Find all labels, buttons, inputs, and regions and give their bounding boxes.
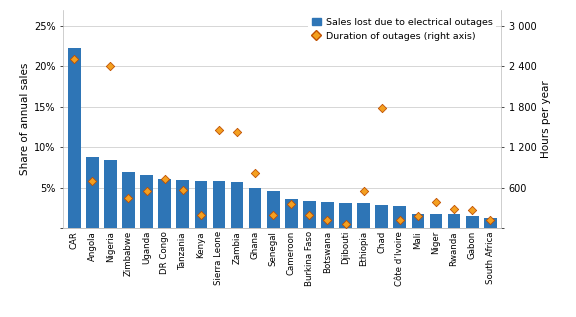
Bar [303, 201, 316, 228]
Bar [195, 181, 207, 228]
Point [414, 214, 423, 219]
Point [305, 212, 314, 217]
Bar [230, 182, 243, 228]
Bar [321, 202, 334, 228]
Bar [430, 215, 442, 228]
Point [431, 199, 441, 204]
Bar [357, 203, 370, 228]
Point [377, 106, 386, 111]
Bar [86, 157, 98, 228]
Bar [448, 215, 460, 228]
Bar [122, 172, 135, 228]
Bar [104, 160, 117, 228]
Legend: Sales lost due to electrical outages, Duration of outages (right axis): Sales lost due to electrical outages, Du… [308, 14, 497, 44]
Point [486, 217, 495, 223]
Bar [466, 216, 479, 228]
Point [70, 57, 79, 62]
Bar [393, 205, 406, 228]
Bar [158, 179, 171, 228]
Bar [68, 49, 81, 228]
Point [323, 217, 332, 223]
Bar [484, 218, 497, 228]
Bar [176, 180, 189, 228]
Bar [140, 175, 153, 228]
Point [449, 206, 458, 211]
Bar [339, 203, 352, 228]
Point [214, 128, 223, 133]
Bar [412, 215, 425, 228]
Point [341, 221, 350, 226]
Point [178, 187, 187, 192]
Point [232, 130, 241, 135]
Point [268, 212, 278, 217]
Bar [285, 199, 298, 228]
Point [124, 195, 133, 200]
Bar [376, 205, 388, 228]
Point [395, 217, 404, 223]
Point [468, 207, 477, 212]
Bar [267, 191, 279, 228]
Point [251, 170, 260, 175]
Point [359, 189, 368, 194]
Bar [213, 181, 225, 228]
Point [287, 201, 296, 206]
Point [196, 212, 206, 217]
Point [106, 64, 115, 69]
Point [160, 177, 169, 182]
Y-axis label: Hours per year: Hours per year [541, 80, 551, 158]
Point [88, 178, 97, 184]
Y-axis label: Share of annual sales: Share of annual sales [20, 63, 30, 175]
Bar [249, 188, 262, 228]
Point [142, 189, 151, 194]
